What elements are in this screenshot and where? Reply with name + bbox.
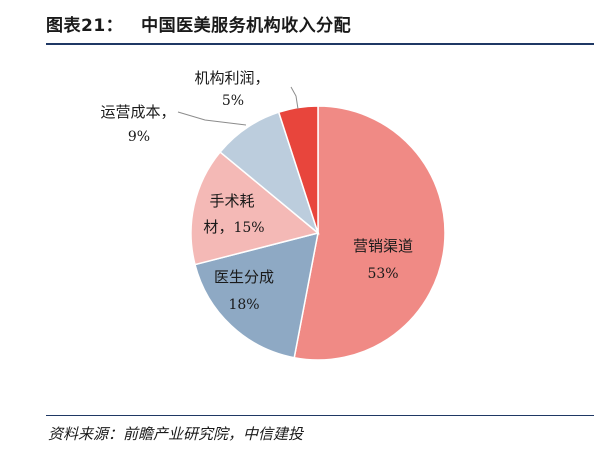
slice-label-marketing: 营销渠道 [353, 237, 413, 255]
slice-label-consumables-line1: 手术耗 [209, 192, 254, 210]
source-note: 资料来源：前瞻产业研究院，中信建投 [48, 425, 304, 443]
slice-label-doctor: 医生分成 [214, 268, 274, 286]
pie-slice-doctor [194, 231, 319, 359]
slice-label-consumables-part1: 手术耗 [209, 192, 254, 210]
leader-line-profit [290, 86, 299, 110]
slice-value-marketing: 53% [367, 266, 398, 282]
figure-number: 图表21： [46, 15, 124, 36]
leader-line-operating-cost [177, 111, 247, 126]
slice-value-operating-cost: 9% [128, 129, 150, 145]
pie-slice-consumables [190, 150, 320, 266]
figure-header: 图表21： 中国医美服务机构收入分配 [46, 8, 351, 38]
slice-label-consumables-part2: 材 [203, 218, 218, 236]
slice-value-consumables: 15% [233, 220, 264, 236]
header-rule [46, 43, 594, 45]
pie-slice-marketing [293, 105, 446, 361]
slice-label-operating-cost-text: 运营成本 [100, 103, 160, 121]
slice-label-profit: 机构利润， [194, 69, 269, 87]
pie-slices [190, 105, 446, 361]
slice-label-operating-cost: 运营成本， [100, 103, 175, 121]
slice-label-consumables-sep: ， [218, 218, 233, 236]
figure-title: 中国医美服务机构收入分配 [141, 15, 352, 36]
slice-label-profit-text: 机构利润 [194, 69, 254, 87]
slice-value-profit: 5% [222, 93, 244, 109]
slice-value-doctor: 18% [228, 297, 259, 313]
slice-label-consumables-line2: 材，15% [203, 218, 264, 236]
footer-rule [46, 415, 594, 416]
